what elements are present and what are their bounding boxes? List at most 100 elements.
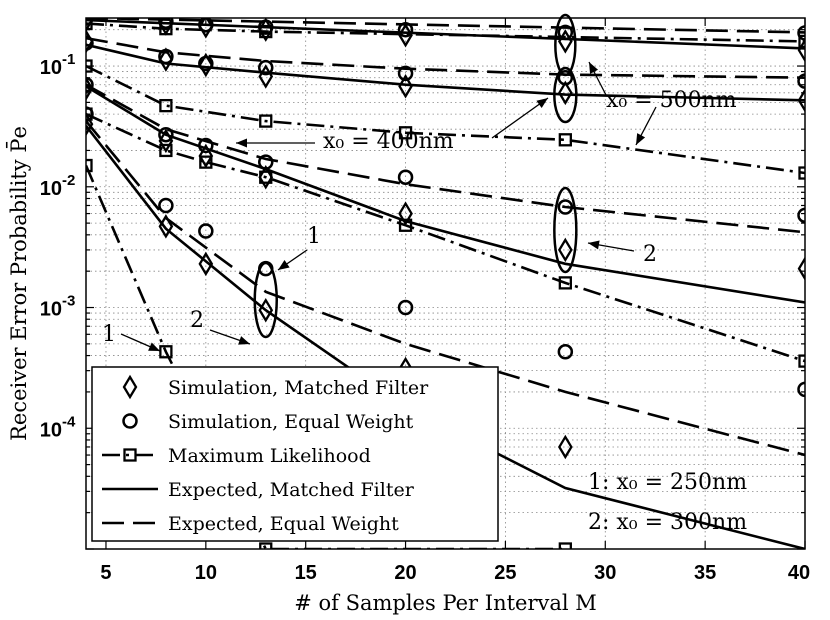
- circle-marker: [198, 137, 214, 154]
- series-x0=500nm-ml: [86, 22, 805, 43]
- series-x0=300nm-expected_ew: [86, 83, 805, 234]
- legend-label: Simulation, Equal Weight: [168, 411, 414, 433]
- diamond-marker: [398, 22, 413, 48]
- diamond-marker: [398, 201, 413, 226]
- diamond-marker: [557, 80, 573, 106]
- legend-label: Maximum Likelihood: [168, 445, 371, 467]
- legend: Simulation, Matched Filter Simulation, Eq…: [91, 366, 499, 542]
- circle-marker: [158, 18, 174, 29]
- x-tick-label: 20: [394, 562, 416, 584]
- annotation-label-1-mid: 1: [307, 224, 321, 249]
- series-x0=400nm-expected_ew: [86, 36, 805, 79]
- circle-marker: [557, 24, 574, 41]
- diamond-marker: [158, 18, 174, 36]
- x-axis-label: # of Samples Per Interval M: [294, 591, 597, 615]
- axes: [85, 17, 806, 550]
- legend-label: Expected, Matched Filter: [168, 479, 415, 501]
- square-marker: [259, 542, 273, 549]
- circle-marker: [797, 25, 805, 41]
- circle-marker: [397, 65, 414, 82]
- square-marker: [798, 34, 805, 49]
- annotation-label-2-left: 2: [190, 308, 204, 333]
- circle-marker: [797, 381, 805, 398]
- x-tick-label: 10: [195, 562, 217, 584]
- annotation-x0-400nm: x₀ = 400nm: [323, 129, 454, 154]
- circle-marker: [797, 73, 805, 89]
- diamond-marker: [557, 237, 573, 263]
- diamond-marker: [86, 111, 94, 137]
- annotation-legend-300nm: 2: x₀ = 300nm: [588, 510, 747, 535]
- diamond-marker: [158, 128, 174, 154]
- y-axis-label: Receiver Error Probability P̄e: [6, 126, 31, 441]
- annotation-label-1-left: 1: [102, 322, 116, 347]
- diamond-marker: [258, 297, 274, 323]
- diamond-marker: [557, 434, 573, 460]
- markers: [86, 18, 805, 549]
- arrow-1-mid: [277, 249, 308, 271]
- series-x0=300nm-expected_mf: [86, 85, 805, 304]
- diamond-marker: [158, 214, 174, 239]
- annotations: x₀ = 500nm x₀ = 400nm 1 2 1 2 1: x₀ = 250nm 2: …: [102, 13, 747, 535]
- arrow-1-left: [120, 333, 161, 352]
- square-marker: [86, 158, 93, 173]
- annotation-label-2-right: 2: [643, 242, 657, 267]
- y-tick-exponent: -3: [62, 293, 75, 310]
- x-tick-label: 25: [494, 562, 516, 584]
- legend-entry: Maximum Likelihood: [102, 445, 371, 467]
- circle-marker: [258, 59, 274, 76]
- x-tick-label: 5: [100, 562, 111, 584]
- square-marker: [798, 354, 805, 368]
- square-marker: [558, 276, 572, 290]
- circle-marker: [158, 48, 174, 65]
- square-marker: [398, 126, 413, 140]
- legend-entry: Simulation, Equal Weight: [122, 411, 414, 433]
- square-marker: [159, 98, 173, 113]
- circle-marker: [397, 299, 414, 316]
- series-x0=300nm-ml: [86, 112, 805, 363]
- legend-entry: Expected, Equal Weight: [102, 513, 399, 535]
- circle-marker: [557, 344, 574, 360]
- plot-frame: [85, 17, 806, 550]
- square-marker: [123, 448, 137, 462]
- circle-marker: [557, 199, 574, 215]
- series-x0=250nm-expected_ew: [86, 120, 805, 457]
- square-marker: [798, 166, 805, 180]
- arrow-500nm: [588, 61, 607, 96]
- legend-box: [91, 366, 499, 542]
- circle-marker: [198, 55, 214, 72]
- circle-marker: [86, 35, 94, 51]
- y-tick-label: 10: [40, 419, 62, 441]
- square-marker: [558, 542, 572, 549]
- circle-marker: [158, 126, 174, 143]
- circle-marker: [122, 413, 138, 429]
- square-marker: [398, 218, 413, 232]
- y-tick-label: 10: [40, 178, 62, 200]
- series-x0=500nm-expected_ew: [86, 18, 805, 34]
- arrow-2-right: [587, 240, 635, 252]
- diamond-marker: [122, 374, 138, 400]
- x-tick-label: 40: [788, 562, 810, 584]
- y-tick-exponent: -4: [62, 413, 76, 430]
- diamond-marker: [198, 251, 214, 277]
- diamond-marker: [198, 143, 214, 169]
- arrow-500nm-ml: [635, 106, 657, 146]
- ellipse-500nm: [554, 13, 577, 77]
- square-marker: [558, 133, 572, 147]
- series-x0=250nm-expected_mf: [86, 125, 805, 549]
- ellipse-250nm: [253, 261, 278, 339]
- legend-label: Expected, Equal Weight: [168, 513, 399, 535]
- circle-marker: [158, 197, 174, 214]
- y-tick-label: 10: [40, 57, 62, 79]
- diamond-marker: [557, 29, 573, 54]
- square-marker: [159, 345, 173, 359]
- diamond-marker: [258, 18, 274, 42]
- annotation-legend-250nm: 1: x₀ = 250nm: [588, 470, 747, 495]
- square-marker: [259, 114, 273, 128]
- diamond-marker: [797, 256, 805, 281]
- y-tick-label: 10: [40, 299, 62, 321]
- circle-marker: [86, 106, 94, 122]
- circle-marker: [797, 207, 805, 224]
- arrow-2-left: [209, 329, 251, 345]
- annotation-x0-500nm: x₀ = 500nm: [606, 88, 737, 113]
- diamond-marker: [797, 38, 805, 63]
